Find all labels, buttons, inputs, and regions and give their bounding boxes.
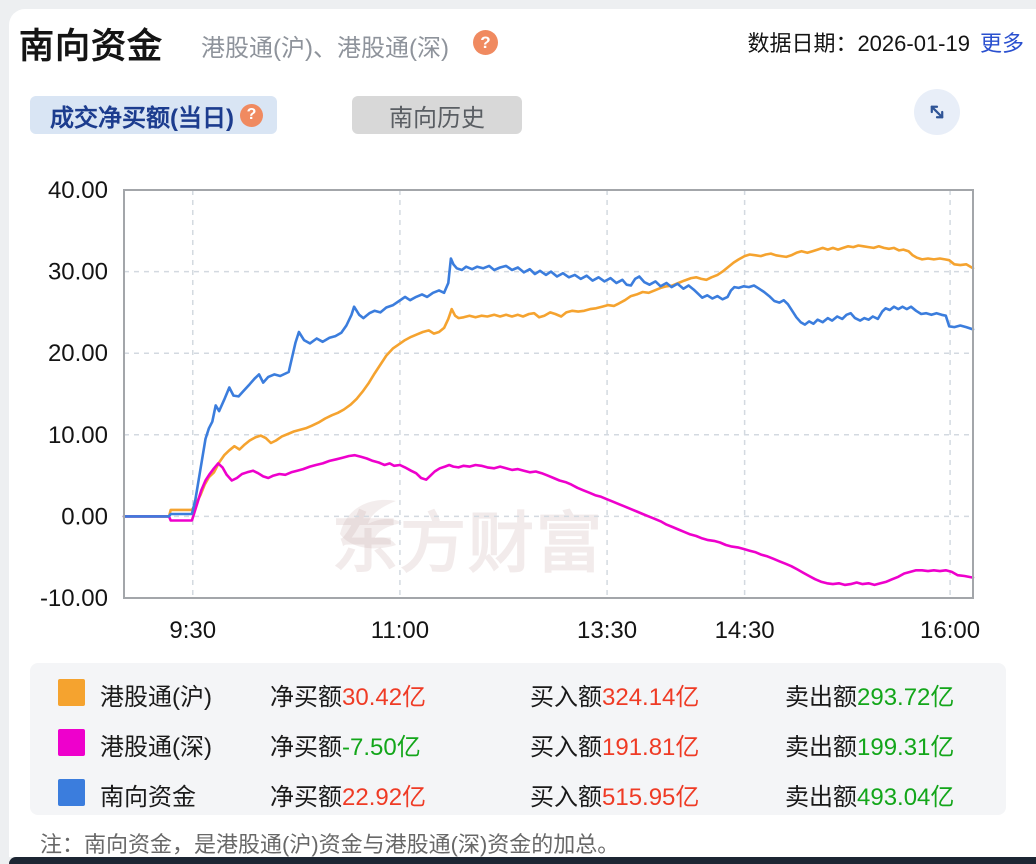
y-axis-tick: 40.00 (48, 177, 108, 204)
chart-svg: 40.00 30.00 20.00 10.00 0.00 -10.00 9:30 11:00 1… (40, 177, 980, 644)
y-axis-tick: 30.00 (48, 259, 108, 286)
y-axis-tick: -10.00 (40, 585, 108, 612)
expand-arrows-icon (930, 105, 944, 119)
series-line-0 (122, 244, 975, 518)
x-axis-tick: 13:30 (577, 617, 637, 644)
series-line-1 (122, 453, 975, 587)
tab-help-icon[interactable]: ? (239, 103, 263, 127)
tab-south-history-label: 南向历史 (389, 104, 485, 132)
footnote: 注：南向资金，是港股通(沪)资金与港股通(深)资金的加总。 (40, 832, 620, 857)
legend-series-name: 南向资金 (100, 784, 196, 811)
sell-value: 卖出额293.72亿 (785, 684, 955, 711)
tab-net-buy-today-label: 成交净买额(当日) (50, 104, 234, 132)
x-axis-tick: 14:30 (715, 617, 775, 644)
x-axis-tick: 16:00 (920, 617, 980, 644)
series-line-2 (122, 257, 975, 518)
net-buy-value: 净买额-7.50亿 (270, 734, 421, 761)
legend-swatch (58, 729, 85, 756)
legend-swatch (58, 679, 85, 706)
legend-series-name: 港股通(沪) (100, 684, 212, 711)
legend-row: 南向资金 净买额22.92亿 买入额515.95亿 卖出额493.04亿 (30, 775, 1006, 811)
bottom-divider (9, 857, 1036, 864)
chart-legend: 港股通(沪) 净买额30.42亿 买入额324.14亿 卖出额293.72亿 港… (30, 663, 1006, 815)
tab-south-history[interactable]: 南向历史 (352, 96, 522, 134)
legend-row: 港股通(深) 净买额-7.50亿 买入额191.81亿 卖出额199.31亿 (30, 725, 1006, 761)
buy-value: 买入额515.95亿 (530, 784, 700, 811)
net-buy-value: 净买额30.42亿 (270, 684, 427, 711)
sell-value: 卖出额493.04亿 (785, 784, 955, 811)
legend-swatch (58, 779, 85, 806)
help-icon[interactable]: ? (473, 30, 498, 55)
x-axis-tick: 9:30 (169, 617, 216, 644)
buy-value: 买入额324.14亿 (530, 684, 700, 711)
plot-frame (123, 189, 974, 599)
y-axis-tick: 10.00 (48, 422, 108, 449)
net-buy-value: 净买额22.92亿 (270, 784, 427, 811)
y-axis-tick: 0.00 (61, 503, 108, 530)
buy-value: 买入额191.81亿 (530, 734, 700, 761)
page-title: 南向资金 (19, 27, 164, 66)
tab-net-buy-today[interactable]: 成交净买额(当日) ? (30, 96, 277, 134)
sell-value: 卖出额199.31亿 (785, 734, 955, 761)
chart-area: 东方财富 40.00 30.00 20.00 10.00 0.00 -10.00 9:30 1… (0, 160, 1036, 660)
more-link[interactable]: 更多 (979, 31, 1024, 56)
y-axis-tick: 20.00 (48, 340, 108, 367)
expand-button[interactable] (914, 89, 960, 135)
data-date-label: 数据日期：2026-01-19 (747, 31, 970, 56)
header-right: 数据日期：2026-01-19 更多 (747, 26, 1024, 58)
legend-series-name: 港股通(深) (100, 734, 212, 761)
x-axis-tick: 11:00 (371, 617, 429, 644)
legend-row: 港股通(沪) 净买额30.42亿 买入额324.14亿 卖出额293.72亿 (30, 675, 1006, 711)
page-subtitle: 港股通(沪)、港股通(深) (201, 35, 449, 62)
